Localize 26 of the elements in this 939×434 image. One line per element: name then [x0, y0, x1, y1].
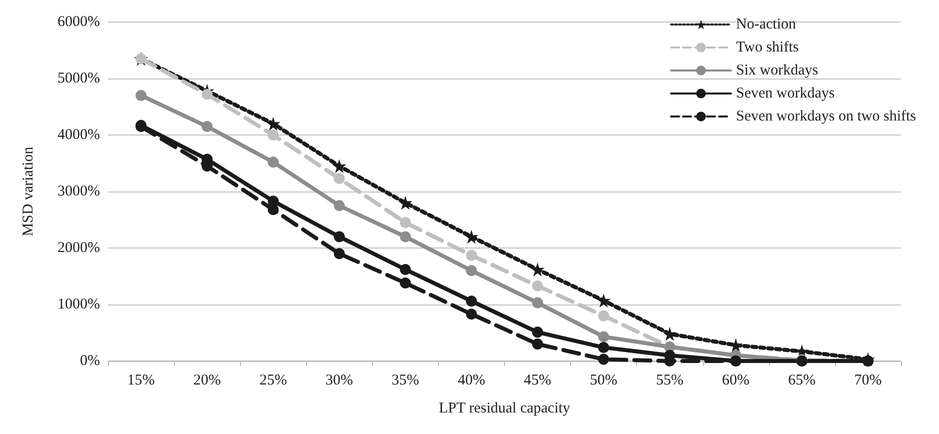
legend-label: Two shifts: [736, 40, 799, 56]
x-tick-label: 70%: [854, 372, 882, 388]
x-tick-label: 25%: [259, 372, 287, 388]
x-tick-label: 45%: [524, 372, 552, 388]
legend-label: Six workdays: [736, 62, 818, 78]
x-tick-label: 40%: [458, 372, 486, 388]
x-tick-label: 65%: [788, 372, 816, 388]
legend-label: Seven workdays: [736, 86, 835, 102]
y-tick-label: 6000%: [58, 14, 100, 30]
x-tick-label: 20%: [193, 372, 221, 388]
x-tick-label: 15%: [127, 372, 155, 388]
y-tick-label: 2000%: [58, 240, 100, 256]
x-axis-title: LPT residual capacity: [438, 400, 571, 416]
x-tick-label: 60%: [722, 372, 750, 388]
x-tick-label: 55%: [656, 372, 684, 388]
y-tick-label: 4000%: [58, 127, 100, 143]
x-tick-label: 35%: [392, 372, 420, 388]
legend-label: Seven workdays on two shifts: [736, 108, 916, 124]
x-tick-label: 30%: [326, 372, 354, 388]
legend-label: No-action: [736, 16, 796, 32]
y-tick-label: 1000%: [58, 296, 100, 312]
x-tick-label: 50%: [590, 372, 618, 388]
y-tick-label: 3000%: [58, 184, 100, 200]
y-tick-label: 0%: [80, 353, 100, 369]
y-tick-label: 5000%: [58, 70, 100, 86]
y-axis-title: MSD variation: [20, 146, 36, 236]
